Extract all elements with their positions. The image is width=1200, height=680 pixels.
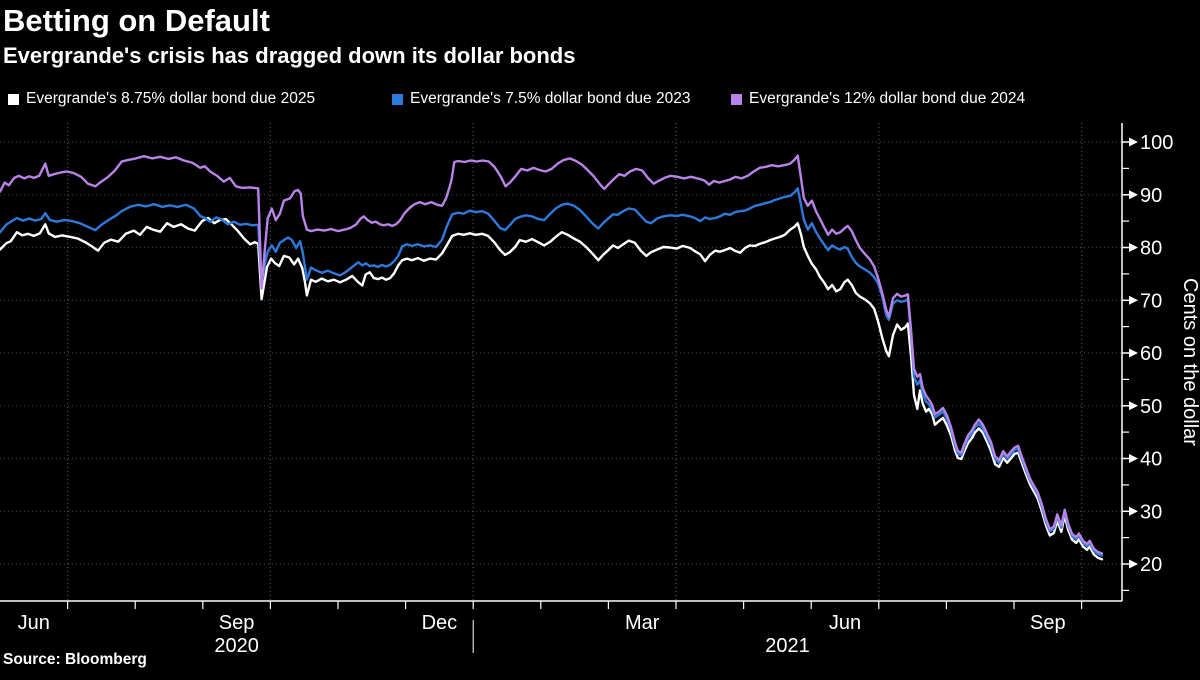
legend-item-bond-2024: Evergrande's 12% dollar bond due 2024 xyxy=(731,90,1025,108)
axes xyxy=(0,123,1123,602)
series-bond-2023-blue xyxy=(0,187,1104,557)
vertical-gridlines xyxy=(66,123,1083,601)
y-tick-label: 70 xyxy=(1140,290,1162,312)
y-tick-label: 30 xyxy=(1140,501,1162,523)
x-year-label: 2020 xyxy=(214,635,259,657)
series-bond-2025-white xyxy=(0,216,1104,561)
y-axis-title-group: Cents on the dollar xyxy=(1179,278,1200,446)
y-tick-arrow-icon xyxy=(1129,137,1138,147)
y-tick-label: 40 xyxy=(1140,449,1162,471)
x-month-label: Mar xyxy=(625,612,660,634)
legend-label: Evergrande's 8.75% dollar bond due 2025 xyxy=(26,90,316,107)
chart-title: Betting on Default xyxy=(3,3,270,38)
x-month-label: Sep xyxy=(219,612,255,634)
y-axis-title: Cents on the dollar xyxy=(1179,278,1200,446)
legend: Evergrande's 8.75% dollar bond due 2025 … xyxy=(0,90,1200,112)
legend-label: Evergrande's 7.5% dollar bond due 2023 xyxy=(410,90,691,107)
series-bond-2023-blue-group xyxy=(0,187,1104,557)
legend-item-bond-2025: Evergrande's 8.75% dollar bond due 2025 xyxy=(8,90,315,108)
y-tick-arrow-icon xyxy=(1129,295,1138,305)
x-month-ticks xyxy=(66,601,1083,609)
y-tick-arrow-icon xyxy=(1129,243,1138,252)
x-month-label: Sep xyxy=(1030,612,1066,634)
y-minor-ticks xyxy=(1122,167,1129,592)
y-tick-label: 80 xyxy=(1140,238,1162,260)
x-month-label: Jun xyxy=(829,612,861,634)
y-tick-arrow-icon xyxy=(1129,190,1138,200)
y-tick-arrow-icon xyxy=(1129,401,1138,411)
x-year-label: 2021 xyxy=(765,635,810,657)
white-series-swatch-icon xyxy=(8,93,19,105)
series-bond-2024-purple xyxy=(0,154,1104,555)
y-tick-label: 60 xyxy=(1140,343,1162,365)
chart-subtitle: Evergrande's crisis has dragged down its… xyxy=(3,43,576,68)
x-month-label: Jun xyxy=(18,612,50,634)
y-tick-label: 100 xyxy=(1140,132,1173,154)
y-tick-label: 20 xyxy=(1140,554,1162,576)
y-tick-label: 90 xyxy=(1140,185,1162,207)
y-tick-arrow-icon xyxy=(1129,559,1138,569)
blue-series-swatch-icon xyxy=(392,93,403,105)
legend-item-bond-2023: Evergrande's 7.5% dollar bond due 2023 xyxy=(392,90,690,108)
horizontal-gridlines xyxy=(0,141,1122,565)
purple-series-swatch-icon xyxy=(731,93,742,105)
series-bond-2025-white-group xyxy=(0,216,1104,561)
y-tick-arrow-icon xyxy=(1129,348,1138,358)
y-tick-label: 50 xyxy=(1140,396,1162,418)
y-tick-arrow-icon xyxy=(1129,506,1138,516)
y-major-ticks xyxy=(1122,137,1138,569)
legend-label: Evergrande's 12% dollar bond due 2024 xyxy=(749,90,1026,107)
x-year-labels: 2020 2021 xyxy=(214,620,810,657)
source-attribution: Source: Bloomberg xyxy=(3,651,147,668)
x-month-labels: Jun Sep Dec Mar Jun Sep xyxy=(18,612,1066,634)
series-bond-2024-purple-group xyxy=(0,154,1104,555)
y-tick-arrow-icon xyxy=(1129,454,1138,463)
y-tick-labels: 20 30 40 50 60 70 80 90 100 xyxy=(1140,132,1173,576)
x-month-label: Dec xyxy=(422,612,458,634)
